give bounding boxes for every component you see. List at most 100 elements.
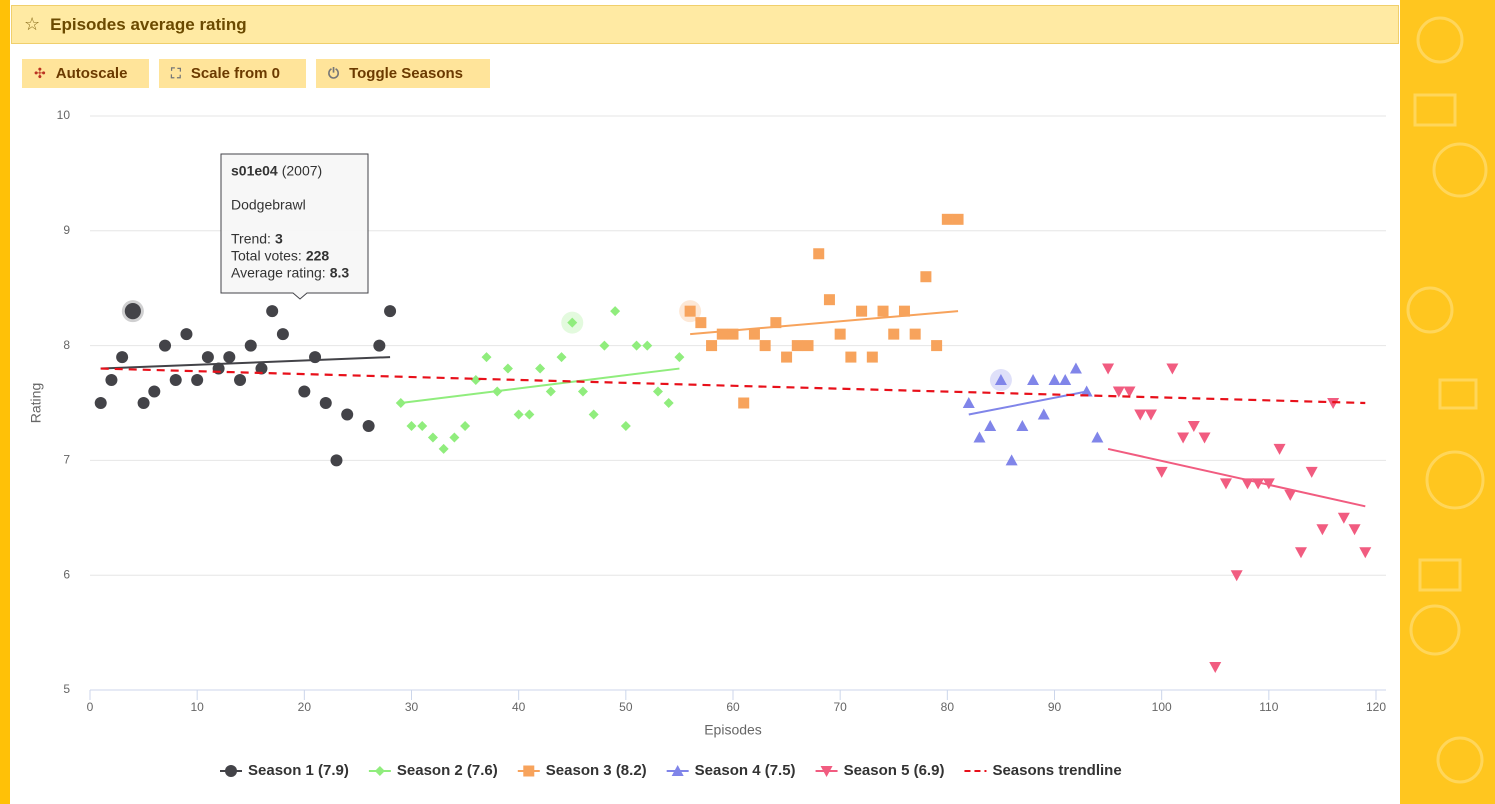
- point: [1005, 454, 1018, 466]
- point: [255, 362, 268, 375]
- point: [567, 317, 578, 328]
- point: [234, 374, 247, 387]
- point: [748, 328, 760, 340]
- point: [952, 213, 964, 225]
- point: [1027, 374, 1040, 386]
- y-tick-label: 10: [57, 108, 71, 122]
- scale-from-zero-button[interactable]: ⛶ Scale from 0: [159, 59, 306, 88]
- x-tick-label: 10: [190, 700, 204, 714]
- panel-header: ☆ Episodes average rating: [11, 5, 1399, 44]
- point: [920, 271, 932, 283]
- toggle-seasons-button[interactable]: ⏻ Toggle Seasons: [316, 59, 490, 88]
- legend-label[interactable]: Season 3 (8.2): [546, 762, 647, 779]
- point: [427, 432, 438, 443]
- point: [105, 374, 118, 387]
- point: [1219, 478, 1232, 490]
- point: [1327, 398, 1340, 409]
- point: [449, 432, 460, 443]
- point: [898, 305, 910, 317]
- point: [201, 351, 214, 364]
- point: [610, 306, 621, 317]
- point: [417, 420, 428, 431]
- point: [223, 351, 236, 364]
- point: [727, 328, 739, 340]
- tooltip-text: 228: [306, 248, 330, 264]
- legend-label[interactable]: Season 5 (6.9): [844, 762, 945, 779]
- point: [770, 317, 782, 329]
- point: [674, 352, 685, 363]
- point: [116, 351, 129, 364]
- point: [684, 305, 696, 317]
- legend-symbol: [820, 766, 833, 777]
- y-tick-label: 7: [63, 453, 70, 467]
- point: [1209, 662, 1222, 674]
- legend-label[interactable]: Season 1 (7.9): [248, 762, 349, 779]
- point: [577, 386, 588, 397]
- point: [1359, 547, 1372, 559]
- point: [460, 420, 471, 431]
- legend-label[interactable]: Seasons trendline: [992, 762, 1121, 779]
- point: [1102, 363, 1115, 375]
- point: [1144, 409, 1157, 421]
- point: [620, 420, 631, 431]
- overall-trendline: [100, 367, 1366, 405]
- season-trendline: [400, 367, 680, 404]
- side-pattern: [1400, 0, 1495, 804]
- point: [556, 352, 567, 363]
- season-trendline: [100, 356, 391, 370]
- point: [1048, 374, 1061, 386]
- point: [973, 431, 986, 443]
- point: [535, 363, 546, 374]
- point: [877, 305, 889, 317]
- point: [524, 409, 535, 420]
- point: [791, 340, 803, 352]
- point: [1069, 362, 1082, 374]
- point: [823, 294, 835, 306]
- tooltip-text: 8.3: [330, 265, 350, 281]
- tooltip-text: Dodgebrawl: [231, 197, 306, 213]
- point: [1134, 409, 1147, 421]
- point: [1177, 432, 1190, 444]
- legend-label[interactable]: Season 2 (7.6): [397, 762, 498, 779]
- point: [1112, 386, 1125, 398]
- point: [148, 385, 161, 398]
- point: [1198, 432, 1211, 444]
- point: [1037, 408, 1050, 420]
- x-tick-label: 30: [405, 700, 419, 714]
- point: [481, 352, 492, 363]
- point: [180, 328, 193, 341]
- tooltip-text: s01e04: [231, 163, 278, 179]
- legend-symbol: [225, 765, 237, 777]
- point: [341, 408, 354, 421]
- point: [266, 305, 279, 318]
- y-tick-label: 8: [63, 338, 70, 352]
- x-tick-label: 100: [1152, 700, 1172, 714]
- point: [94, 397, 107, 409]
- tooltip-text: 3: [275, 231, 283, 247]
- point: [384, 305, 397, 318]
- legend-symbol: [523, 765, 535, 777]
- autoscale-button[interactable]: ✣ Autoscale: [22, 59, 149, 88]
- button-label: Autoscale: [55, 65, 128, 82]
- legend-symbol: [671, 765, 684, 776]
- star-icon: ☆: [24, 14, 41, 34]
- point: [834, 328, 846, 340]
- point: [1016, 419, 1029, 431]
- point: [738, 397, 750, 409]
- y-tick-label: 6: [63, 567, 70, 581]
- x-tick-label: 120: [1366, 700, 1386, 714]
- point: [856, 305, 868, 317]
- legend-label[interactable]: Season 4 (7.5): [695, 762, 796, 779]
- point: [502, 363, 513, 374]
- point: [706, 340, 718, 352]
- x-tick-label: 70: [833, 700, 847, 714]
- point: [330, 454, 343, 467]
- tooltip-text: Average rating:: [231, 265, 326, 281]
- x-tick-label: 110: [1259, 700, 1278, 714]
- point: [962, 397, 975, 408]
- left-border: [0, 0, 10, 804]
- x-tick-label: 0: [87, 700, 94, 714]
